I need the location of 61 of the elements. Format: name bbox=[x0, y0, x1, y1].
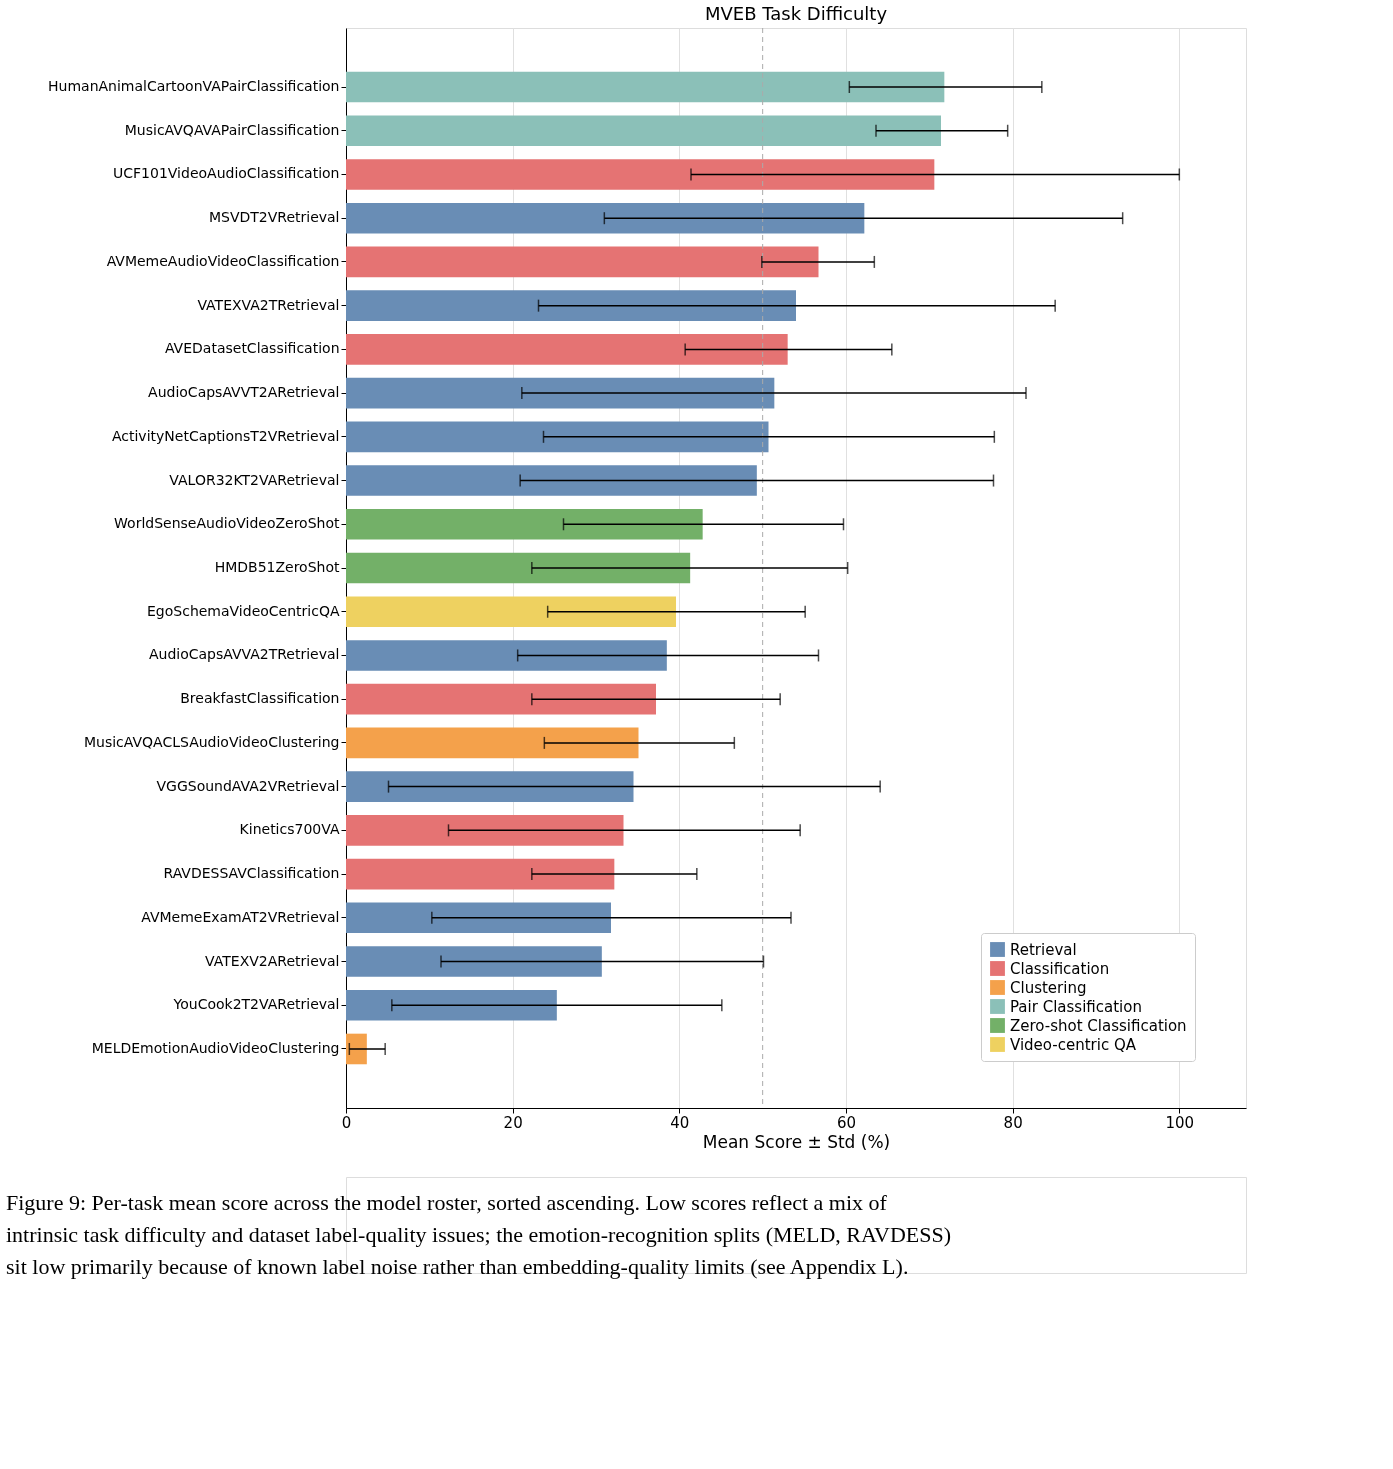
bar bbox=[346, 946, 602, 977]
legend-label: Clustering bbox=[1010, 978, 1087, 997]
legend-label: Video-centric QA bbox=[1010, 1035, 1137, 1054]
bar bbox=[346, 202, 865, 234]
x-tick-label: 80 bbox=[1003, 1113, 1023, 1132]
y-tick-label: EgoSchemaVideoCentricQA bbox=[147, 602, 340, 619]
y-tick-label: MELDEmotionAudioVideoClustering bbox=[91, 1039, 340, 1056]
bar bbox=[346, 115, 941, 147]
y-tick-label: MSVDT2VRetrieval bbox=[208, 209, 340, 226]
x-tick-label: 100 bbox=[1165, 1113, 1195, 1132]
bar bbox=[346, 246, 819, 278]
bar bbox=[346, 640, 667, 671]
bar bbox=[346, 465, 757, 496]
y-tick-label: Kinetics700VA bbox=[239, 821, 340, 838]
bar bbox=[346, 1033, 367, 1065]
y-tick-label: YouCook2T2VARetrieval bbox=[172, 996, 340, 1013]
y-tick-label: VALOR32KT2VARetrieval bbox=[169, 471, 340, 488]
y-tick-label: HumanAnimalCartoonVAPairClassification bbox=[48, 78, 340, 95]
bar bbox=[346, 159, 935, 190]
y-tick-label: BreakfastClassification bbox=[180, 690, 340, 707]
x-tick-label: 60 bbox=[836, 1113, 857, 1132]
y-tick-label: AVMemeAudioVideoClassification bbox=[106, 252, 340, 269]
y-tick-label: AVMemeExamAT2VRetrieval bbox=[141, 908, 340, 925]
bar bbox=[346, 771, 634, 802]
y-tick-label: VGGSoundAVA2VRetrieval bbox=[156, 777, 340, 794]
bar bbox=[346, 71, 945, 103]
bar bbox=[346, 727, 639, 759]
y-tick-label: AVEDatasetClassification bbox=[164, 340, 340, 357]
y-tick-label: MusicAVQAVAPairClassification bbox=[124, 121, 340, 138]
y-tick-label: MusicAVQACLSAudioVideoClustering bbox=[83, 733, 340, 750]
caption: Figure 9: Per-task mean score across the model roster, sorted ascending. Low scores reflect a mix of intrinsic task difficulty and dataset label-quality issues; the emotion-recognition splits (MELD, RAVDESS) sit low primarily because of known label noise rather than embedding-quality limits (see Appendix L). bbox=[6, 1190, 952, 1279]
y-tick-label: VATEXV2ARetrieval bbox=[205, 952, 340, 969]
legend-label: Zero-shot Classification bbox=[1010, 1016, 1187, 1035]
bar bbox=[346, 334, 788, 365]
x-tick-label: 0 bbox=[341, 1113, 352, 1132]
bar bbox=[346, 508, 703, 540]
y-tick-label: RAVDESSAVClassification bbox=[163, 865, 340, 882]
x-tick-label: 40 bbox=[670, 1113, 690, 1132]
bar bbox=[346, 683, 656, 715]
y-tick-label: UCF101VideoAudioClassification bbox=[113, 165, 340, 182]
bar bbox=[346, 552, 691, 584]
bar bbox=[346, 858, 615, 890]
y-tick-label: VATEXVA2TRetrieval bbox=[197, 296, 340, 313]
bar bbox=[346, 290, 796, 321]
y-tick-label: WorldSenseAudioVideoZeroShot bbox=[114, 515, 341, 532]
bar bbox=[346, 377, 775, 409]
bar bbox=[346, 596, 676, 628]
bar bbox=[346, 815, 624, 846]
y-tick-label: AudioCapsAVVT2ARetrieval bbox=[148, 384, 340, 401]
y-tick-label: AudioCapsAVVA2TRetrieval bbox=[148, 646, 340, 663]
x-axis-title: Mean Score ± Std (%) bbox=[702, 1131, 891, 1152]
x-tick-label: 20 bbox=[503, 1113, 523, 1132]
bar bbox=[346, 989, 557, 1021]
chart-title: MVEB Task Difficulty bbox=[704, 2, 888, 24]
bar bbox=[346, 421, 769, 453]
legend-label: Classification bbox=[1010, 959, 1110, 978]
legend-label: Retrieval bbox=[1010, 940, 1077, 959]
y-tick-label: HMDB51ZeroShot bbox=[214, 559, 340, 575]
bar bbox=[346, 902, 611, 934]
y-tick-label: ActivityNetCaptionsT2VRetrieval bbox=[111, 427, 340, 444]
legend-label: Pair Classification bbox=[1010, 997, 1142, 1016]
